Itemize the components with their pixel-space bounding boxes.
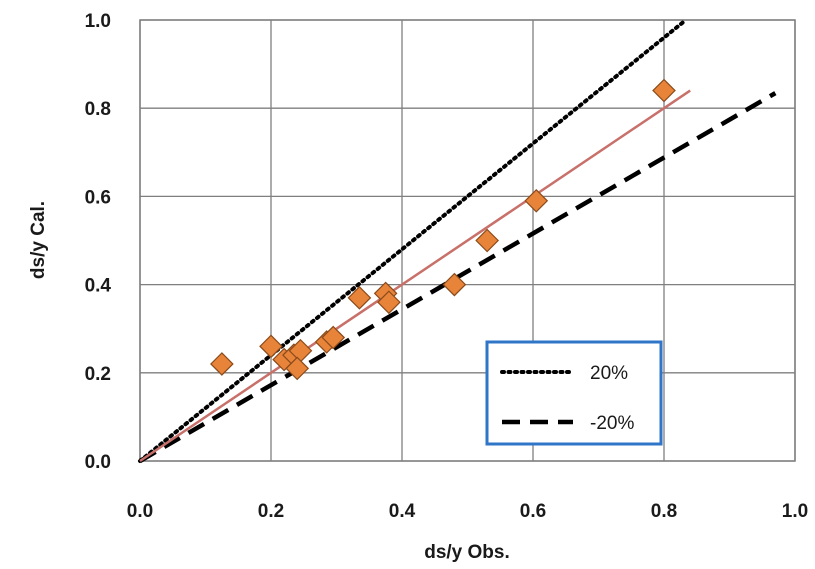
y-tick-labels: 0.0 0.2 0.4 0.6 0.8 1.0	[85, 11, 112, 473]
y-tick-label-2: 0.4	[85, 276, 112, 297]
legend-label-20pct: 20%	[590, 363, 628, 384]
y-tick-label-1: 0.2	[85, 364, 111, 385]
x-tick-label-3: 0.6	[520, 501, 546, 522]
x-tick-label-4: 0.8	[651, 501, 677, 522]
data-point-5	[285, 356, 310, 381]
plot-area-border	[139, 19, 796, 462]
reference-lines	[138, 19, 777, 463]
x-tick-labels: 0.0 0.2 0.4 0.6 0.8 1.0	[127, 501, 808, 522]
x-tick-label-5: 1.0	[782, 501, 808, 522]
legend: 20% -20%	[485, 340, 663, 446]
data-point-8	[347, 285, 372, 310]
legend-box	[485, 340, 663, 446]
data-point-12	[475, 228, 499, 253]
data-point-1	[259, 334, 283, 359]
data-points	[210, 78, 676, 381]
x-axis-title: ds/y Obs.	[424, 542, 510, 563]
x-tick-label-2: 0.4	[389, 501, 416, 522]
x-tick-label-1: 0.2	[258, 501, 284, 522]
x-tick-label-0: 0.0	[127, 501, 153, 522]
data-point-0	[210, 352, 234, 376]
y-tick-label-4: 0.8	[85, 99, 111, 120]
data-point-14	[652, 78, 676, 103]
data-point-10	[377, 290, 401, 315]
data-point-7	[321, 325, 346, 350]
reference-line-equality	[139, 89, 691, 463]
reference-line-plus-20pct	[138, 19, 686, 463]
y-tick-label-3: 0.6	[85, 187, 111, 208]
data-point-11	[442, 272, 467, 297]
data-point-13	[524, 188, 549, 213]
y-axis-title: ds/y Cal.	[28, 201, 49, 279]
y-tick-label-5: 1.0	[85, 11, 111, 32]
y-tick-label-0: 0.0	[85, 452, 111, 473]
legend-label-minus-20pct: -20%	[590, 413, 634, 434]
